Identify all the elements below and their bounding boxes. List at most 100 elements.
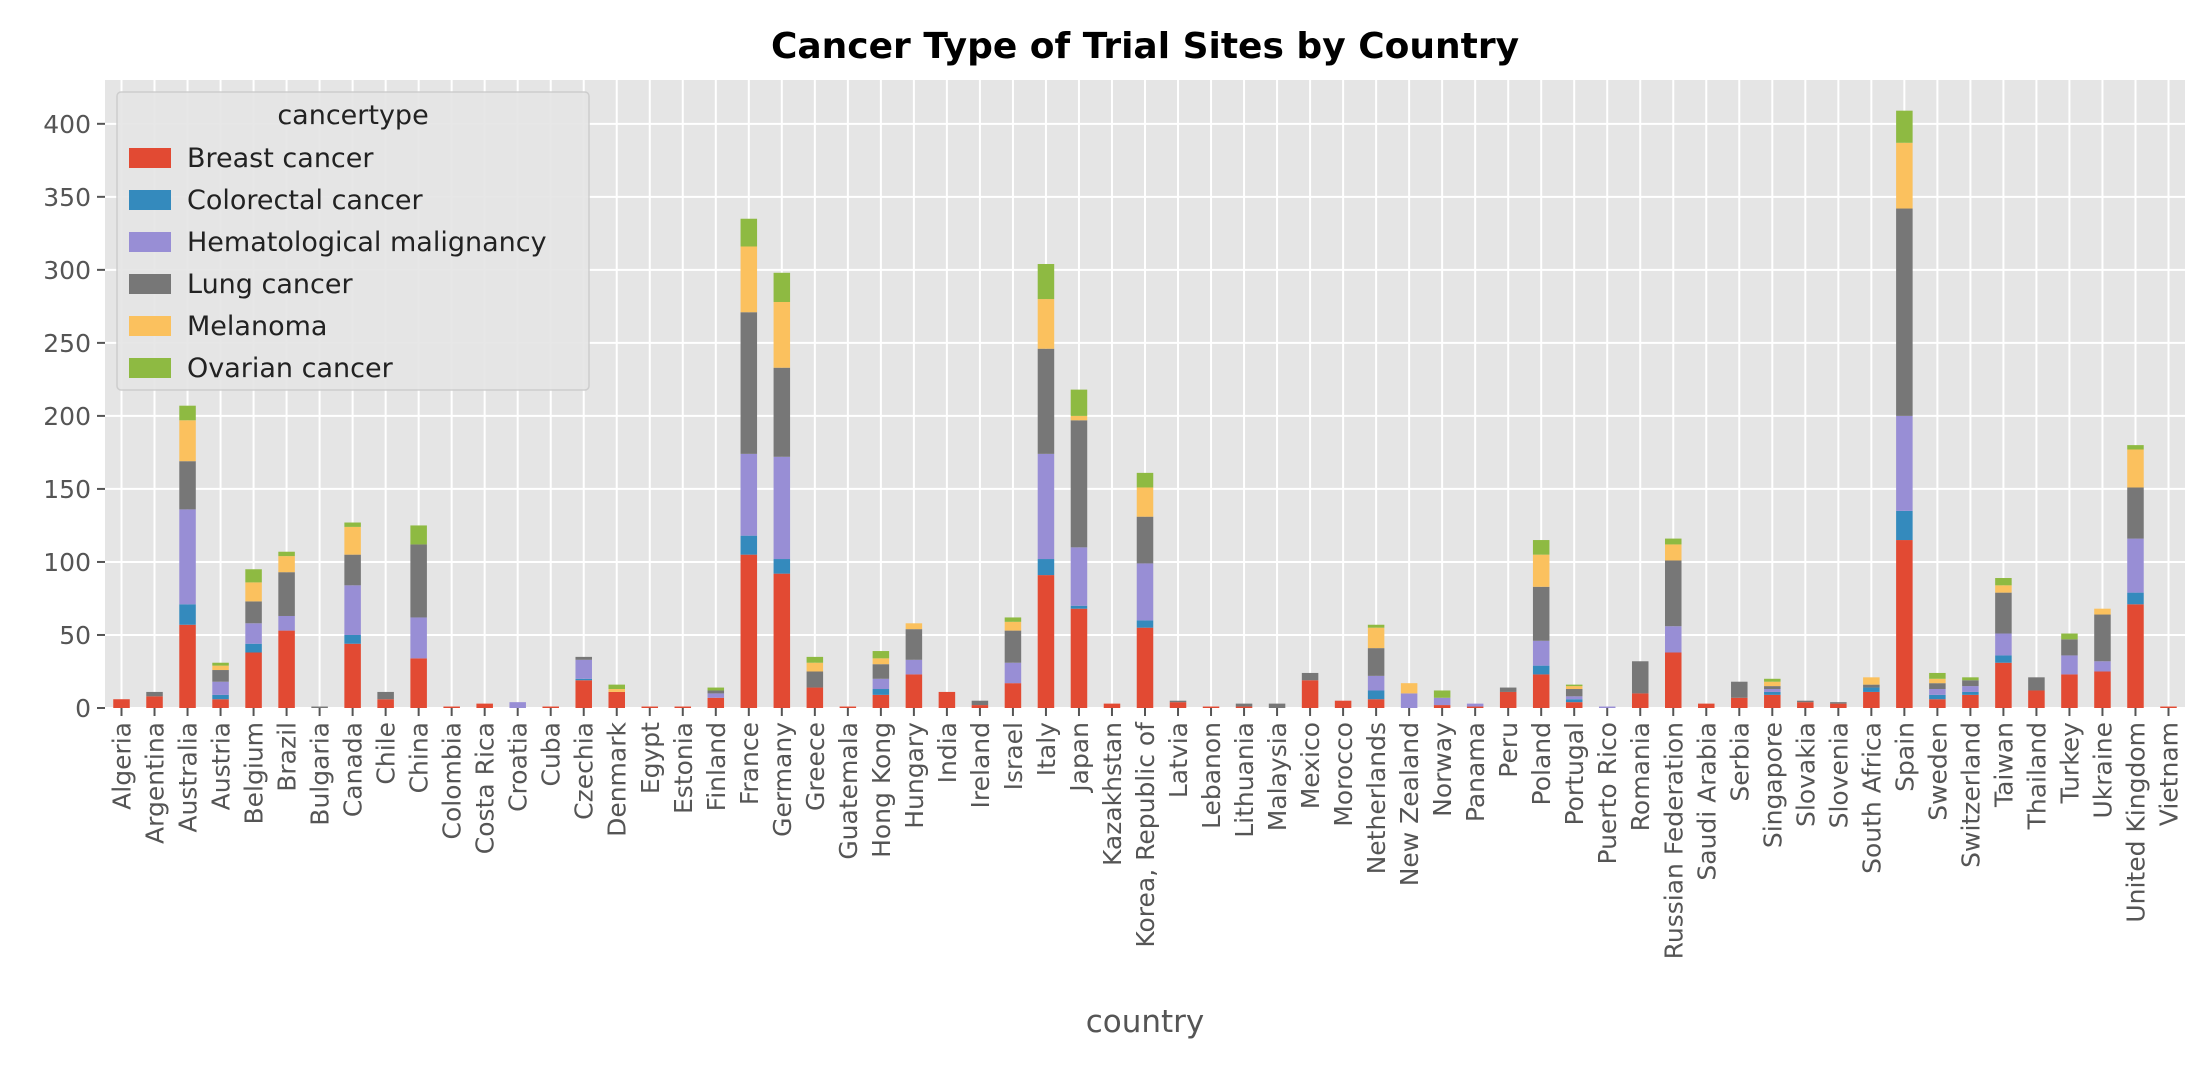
bar-segment <box>1433 697 1451 706</box>
bar-segment <box>1929 672 1946 679</box>
bar-segment <box>377 691 394 700</box>
x-tick-label: Brazil <box>273 722 302 792</box>
bar-segment <box>872 689 890 695</box>
x-tick-label: Latvia <box>1164 722 1193 798</box>
x-tick-label: Egypt <box>636 722 665 794</box>
bar-segment <box>1995 592 2012 634</box>
bar-segment <box>1764 694 1781 708</box>
bar-segment <box>179 604 196 625</box>
bar-segment <box>1863 684 1880 688</box>
bar-segment <box>344 643 361 708</box>
bar-segment <box>1863 677 1880 685</box>
x-tick-label: Turkey <box>2055 722 2084 805</box>
bar-segment <box>1499 687 1517 692</box>
bar-segment <box>1962 680 1979 687</box>
bar-segment <box>410 617 427 659</box>
bar-segment <box>740 535 758 555</box>
bar-segment <box>1896 110 1913 143</box>
bar-segment <box>773 456 791 560</box>
bar-segment <box>1037 264 1055 300</box>
legend: cancertype Breast cancer Colorectal cancer… <box>116 91 590 391</box>
bar-segment <box>806 671 824 688</box>
legend-swatch <box>129 274 171 294</box>
bar-segment <box>740 246 758 313</box>
x-tick-label: Colombia <box>438 722 467 839</box>
x-tick-label: Singapore <box>1758 722 1787 848</box>
x-tick-label: Finland <box>702 722 731 811</box>
bar-segment <box>2061 639 2078 656</box>
bar-segment <box>2127 592 2144 605</box>
bar-segment <box>740 554 758 708</box>
bar-segment <box>1004 621 1022 631</box>
bar-segment <box>113 699 130 708</box>
legend-entry: Hematological malignancy <box>187 227 547 258</box>
bar-segment <box>245 601 262 624</box>
bar-segment <box>1764 678 1781 682</box>
x-axis-label: country <box>1086 1004 1205 1040</box>
bar-segment <box>1433 705 1451 708</box>
x-tick-label: Ukraine <box>2088 722 2117 819</box>
x-tick-label: Norway <box>1428 722 1457 817</box>
bar-segment <box>905 674 923 708</box>
legend-swatch <box>129 316 171 336</box>
bar-segment <box>1367 627 1385 649</box>
bar-segment <box>410 658 427 708</box>
bar-segment <box>2094 661 2111 672</box>
bar-segment <box>773 559 791 574</box>
bar-segment <box>1268 703 1286 708</box>
x-tick-label: South Africa <box>1857 722 1886 874</box>
y-tick-label: 200 <box>43 402 91 431</box>
bar-segment <box>1070 605 1088 609</box>
x-axis: Algeria Argentina Australia Austria Belgium B… <box>108 708 2183 959</box>
bar-segment <box>641 706 659 708</box>
bar-segment <box>1136 627 1154 708</box>
bar-segment <box>1367 648 1385 676</box>
x-tick-label: United Kingdom <box>2121 722 2150 923</box>
bar-segment <box>2127 487 2144 539</box>
bar-segment <box>872 678 890 690</box>
bar-segment <box>2160 706 2177 708</box>
bar-segment <box>1598 706 1616 708</box>
bar-segment <box>1136 620 1154 628</box>
bar-segment <box>1665 544 1682 561</box>
x-tick-label: Australia <box>174 722 203 833</box>
bar-segment <box>278 551 295 557</box>
bar-segment <box>2028 677 2045 691</box>
y-tick-label: 300 <box>43 256 91 285</box>
x-tick-label: Slovakia <box>1791 722 1820 827</box>
bar-segment <box>872 664 890 679</box>
bar-segment <box>1367 699 1385 708</box>
bar-segment <box>443 706 460 708</box>
bar-segment <box>740 312 758 454</box>
legend-swatch <box>129 148 171 168</box>
bar-segment <box>212 662 229 666</box>
y-axis: 0 50 100 150 200 250 300 350 400 <box>43 110 105 723</box>
bar-segment <box>707 693 725 698</box>
y-tick-label: 400 <box>43 110 91 139</box>
bar-segment <box>1070 547 1088 606</box>
bar-segment <box>1367 624 1385 628</box>
bar-segment <box>542 706 559 708</box>
x-tick-label: Costa Rica <box>471 722 500 854</box>
x-tick-label: Hungary <box>900 722 929 829</box>
x-tick-label: Ireland <box>966 722 995 808</box>
x-tick-label: Bulgaria <box>306 722 335 826</box>
bar-segment <box>773 301 791 368</box>
bar-segment <box>179 420 196 462</box>
bar-segment <box>1962 686 1979 692</box>
bar-segment <box>1631 661 1649 694</box>
legend-entry: Colorectal cancer <box>187 185 424 216</box>
bar-segment <box>344 554 361 586</box>
bar-segment <box>1896 415 1913 511</box>
bar-segment <box>806 662 824 672</box>
bar-segment <box>1995 662 2012 708</box>
bar-segment <box>1565 689 1583 697</box>
legend-box <box>116 91 590 391</box>
bar-segment <box>872 658 890 665</box>
x-tick-label: Argentina <box>141 722 170 844</box>
legend-swatch <box>129 232 171 252</box>
bar-segment <box>1565 696 1583 700</box>
bar-segment <box>2094 671 2111 708</box>
bar-segment <box>1136 487 1154 517</box>
bar-segment <box>905 659 923 675</box>
